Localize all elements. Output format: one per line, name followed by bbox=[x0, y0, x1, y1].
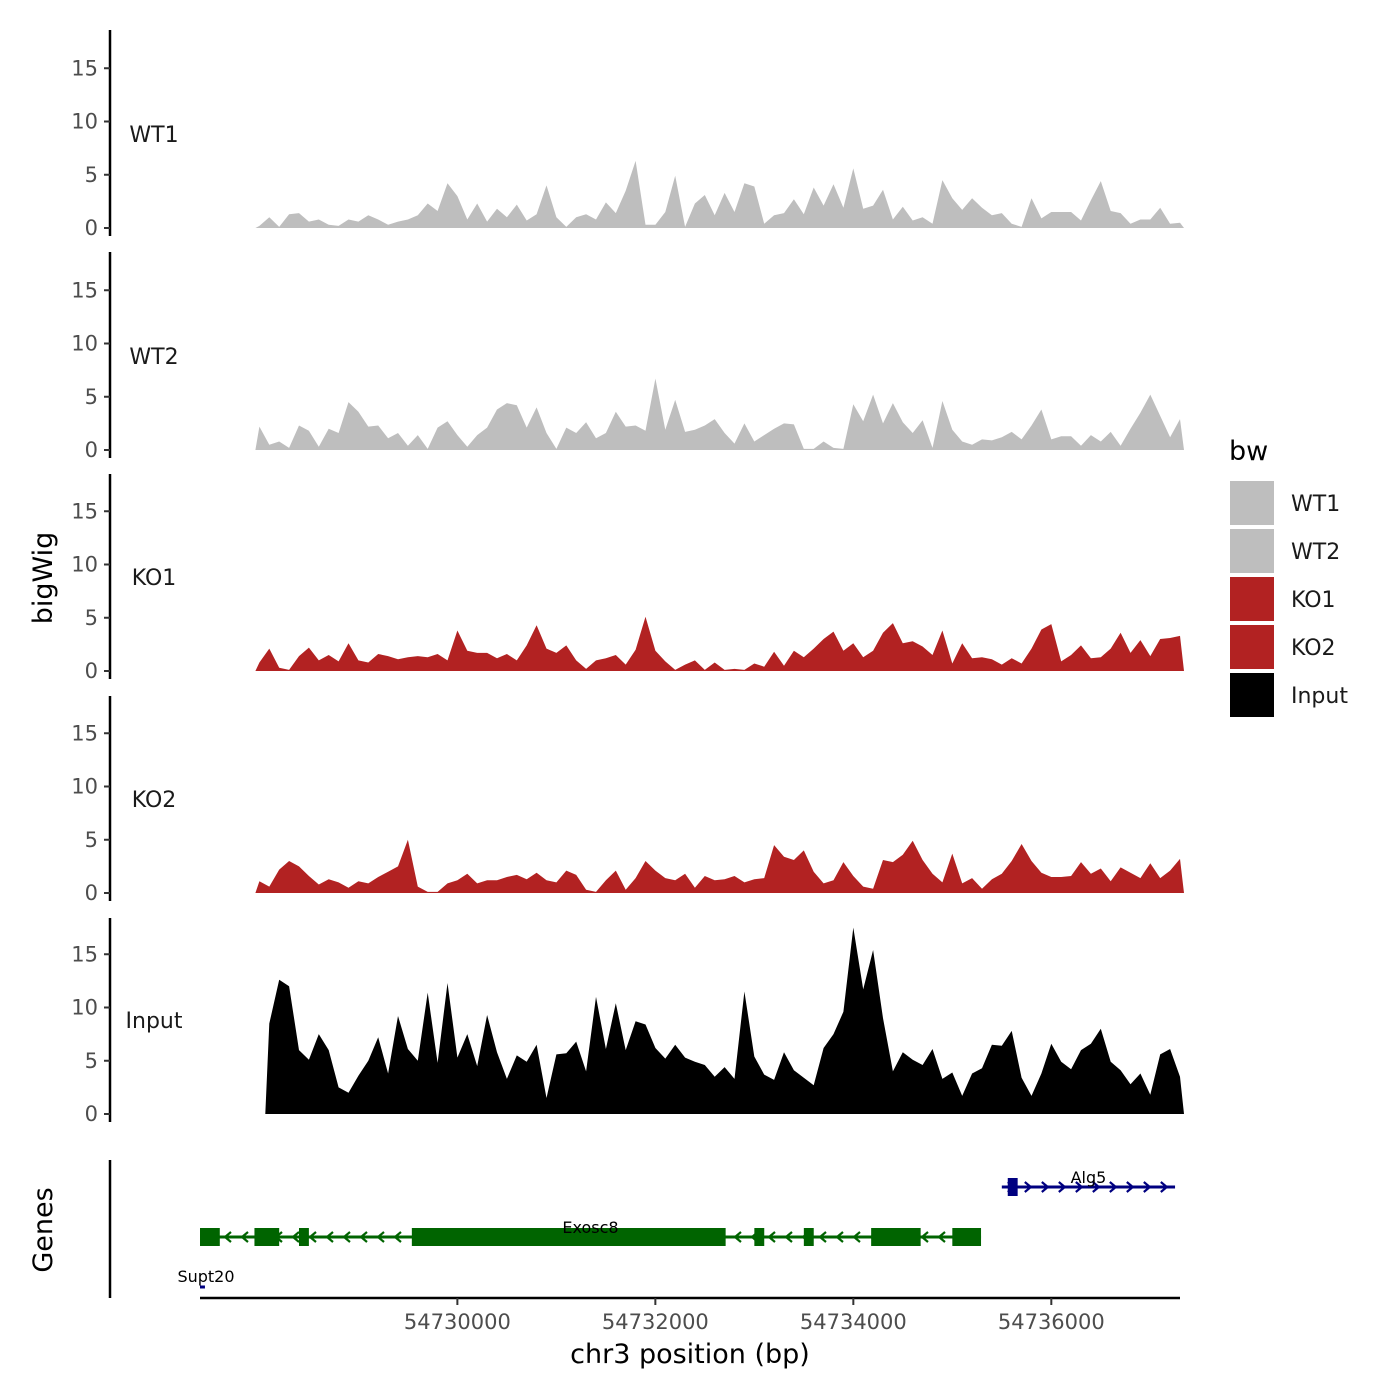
strand-arrow bbox=[1160, 1181, 1169, 1193]
y-tick-label: 15 bbox=[71, 278, 98, 302]
legend-swatch bbox=[1228, 623, 1276, 671]
strand-arrow bbox=[342, 1231, 351, 1243]
y-tick-label: 15 bbox=[71, 499, 98, 523]
x-tick-label: 54734000 bbox=[800, 1310, 907, 1334]
strand-arrow bbox=[291, 1231, 300, 1243]
legend: bw WT1 WT2 KO1 KO2 Input bbox=[1228, 436, 1348, 719]
gene-exon bbox=[952, 1228, 982, 1246]
legend-label: Input bbox=[1291, 684, 1348, 709]
gene-exon bbox=[1007, 1178, 1018, 1196]
strand-arrow bbox=[325, 1231, 334, 1243]
strand-arrow bbox=[852, 1231, 861, 1243]
strand-arrow bbox=[393, 1231, 402, 1243]
strand-arrow bbox=[1024, 1181, 1033, 1193]
track-ko1: 0 5 10 15 KO1 bbox=[71, 474, 1185, 683]
strand-arrow bbox=[1058, 1181, 1067, 1193]
strand-arrow bbox=[240, 1231, 249, 1243]
strand-arrow bbox=[818, 1231, 827, 1243]
gene-exon bbox=[803, 1228, 814, 1246]
gene-exon bbox=[871, 1228, 921, 1246]
legend-swatch bbox=[1228, 479, 1276, 527]
coverage-area bbox=[255, 616, 1185, 671]
y-tick-label: 15 bbox=[71, 721, 98, 745]
y-tick-label: 0 bbox=[85, 1102, 98, 1126]
gene-label: Exosc8 bbox=[562, 1218, 618, 1237]
gene-exon bbox=[411, 1228, 726, 1246]
strand-arrow bbox=[1126, 1181, 1135, 1193]
track-label: WT2 bbox=[129, 345, 178, 370]
strand-arrow bbox=[937, 1231, 946, 1243]
gene-alg5: Alg5 bbox=[1001, 1168, 1176, 1196]
strand-arrow bbox=[1143, 1181, 1152, 1193]
strand-arrow bbox=[767, 1231, 776, 1243]
coverage-area bbox=[255, 160, 1185, 228]
track-wt1: 0 5 10 15 WT1 bbox=[71, 30, 1185, 240]
strand-arrow bbox=[784, 1231, 793, 1243]
y-tick-label: 10 bbox=[71, 332, 98, 356]
x-tick-label: 54730000 bbox=[404, 1310, 511, 1334]
legend-title: bw bbox=[1229, 436, 1268, 467]
strand-arrow bbox=[1075, 1181, 1084, 1193]
y-tick-label: 5 bbox=[85, 1049, 98, 1073]
strand-arrow bbox=[920, 1231, 929, 1243]
legend-swatch bbox=[1228, 575, 1276, 623]
legend-swatch bbox=[1228, 527, 1276, 575]
track-wt2: 0 5 10 15 WT2 bbox=[71, 252, 1185, 462]
y-tick-label: 0 bbox=[85, 216, 98, 240]
gene-label: Supt20 bbox=[177, 1267, 234, 1286]
gene-label: Alg5 bbox=[1071, 1168, 1107, 1187]
track-input: 0 5 10 15 Input bbox=[71, 918, 1184, 1126]
coverage-area bbox=[265, 927, 1184, 1114]
y-axis-title: bigWig bbox=[28, 532, 59, 625]
gene-exon bbox=[754, 1228, 765, 1246]
y-tick-label: 0 bbox=[85, 659, 98, 683]
strand-arrow bbox=[1109, 1181, 1118, 1193]
strand-arrow bbox=[308, 1231, 317, 1243]
legend-swatch bbox=[1228, 671, 1276, 719]
strand-arrow bbox=[376, 1231, 385, 1243]
legend-label: WT1 bbox=[1291, 492, 1340, 517]
x-axis-title: chr3 position (bp) bbox=[570, 1339, 810, 1370]
track-label: WT1 bbox=[129, 123, 178, 148]
legend-label: KO1 bbox=[1291, 588, 1336, 613]
x-tick-label: 54736000 bbox=[998, 1310, 1105, 1334]
gene-exon bbox=[254, 1228, 280, 1246]
track-label: KO2 bbox=[132, 788, 177, 813]
strand-arrow bbox=[733, 1231, 742, 1243]
gene-supt20: Supt20 bbox=[177, 1267, 235, 1289]
y-tick-label: 5 bbox=[85, 385, 98, 409]
y-tick-label: 10 bbox=[71, 110, 98, 134]
y-tick-label: 0 bbox=[85, 438, 98, 462]
legend-label: WT2 bbox=[1291, 540, 1340, 565]
genes-axis-title: Genes bbox=[28, 1187, 59, 1272]
genes-layer: Supt20 Exosc8 Alg5 bbox=[108, 1160, 1176, 1298]
strand-arrow bbox=[223, 1231, 232, 1243]
track-label: Input bbox=[126, 1009, 183, 1034]
coverage-area bbox=[255, 378, 1185, 450]
gene-exon bbox=[298, 1228, 309, 1246]
strand-arrow bbox=[359, 1231, 368, 1243]
strand-arrow bbox=[1092, 1181, 1101, 1193]
y-tick-label: 15 bbox=[71, 942, 98, 966]
x-axis: 54730000 54732000 54734000 54736000 bbox=[200, 1296, 1180, 1334]
track-ko2: 0 5 10 15 KO2 bbox=[71, 696, 1185, 905]
y-tick-label: 5 bbox=[85, 163, 98, 187]
y-tick-label: 15 bbox=[71, 56, 98, 80]
track-label: KO1 bbox=[132, 566, 177, 591]
tracks-layer: 0 5 10 15 WT1 0 5 10 15 WT2 0 5 10 15 KO1 0 5 10 15 KO2 0 5 10… bbox=[71, 30, 1185, 1126]
y-tick-label: 10 bbox=[71, 553, 98, 577]
legend-label: KO2 bbox=[1291, 636, 1336, 661]
y-tick-label: 10 bbox=[71, 996, 98, 1020]
gene-exosc8: Exosc8 bbox=[200, 1218, 982, 1246]
y-tick-label: 5 bbox=[85, 828, 98, 852]
coverage-area bbox=[255, 839, 1185, 893]
y-tick-label: 5 bbox=[85, 606, 98, 630]
x-tick-label: 54732000 bbox=[602, 1310, 709, 1334]
strand-arrow bbox=[835, 1231, 844, 1243]
gene-exon bbox=[200, 1228, 220, 1246]
y-tick-label: 0 bbox=[85, 881, 98, 905]
strand-arrow bbox=[1041, 1181, 1050, 1193]
y-tick-label: 10 bbox=[71, 775, 98, 799]
